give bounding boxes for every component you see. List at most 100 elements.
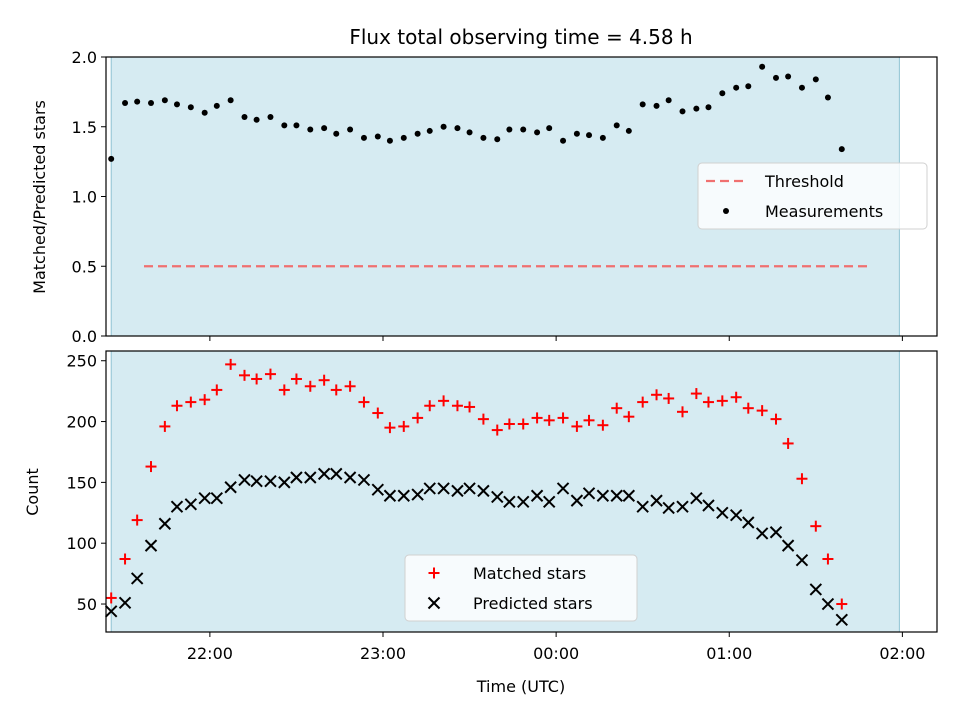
matched-stars-point [412, 412, 424, 424]
matched-stars-point [199, 394, 211, 406]
matched-stars-point [211, 384, 223, 396]
measurement-point [347, 126, 354, 133]
matched-stars-point [623, 411, 635, 423]
measurement-point [108, 155, 115, 162]
matched-stars-point [330, 384, 342, 396]
measurement-point [824, 94, 831, 101]
top-y-tick-label: 1.0 [72, 188, 97, 207]
predicted-stars-point [835, 613, 848, 627]
predicted-stars-point [158, 517, 172, 530]
measurement-point [733, 84, 740, 91]
matched-stars-point [651, 389, 663, 401]
legend-predicted-swatch [427, 596, 441, 610]
matched-stars-point [517, 418, 529, 430]
measurement-point [148, 100, 155, 107]
measurement-point [253, 116, 260, 123]
top-y-tick-label: 1.5 [72, 118, 97, 137]
measurement-point [173, 101, 180, 108]
matched-stars-point [690, 388, 702, 400]
predicted-stars-point [702, 499, 715, 512]
predicted-stars-point [517, 495, 530, 509]
measurement-point [374, 133, 381, 140]
measurement-point [573, 130, 580, 137]
predicted-stars-point [690, 491, 703, 505]
measurement-point [466, 129, 473, 136]
predicted-stars-point [238, 473, 251, 487]
measurement-point [281, 122, 288, 129]
predicted-stars-point [264, 474, 277, 488]
predicted-stars-point [582, 487, 596, 500]
predicted-stars-point [650, 494, 663, 507]
matched-stars-point [398, 420, 410, 432]
legend-measurement-label: Measurements [765, 202, 883, 221]
matched-stars-point [318, 374, 330, 386]
matched-stars-point [810, 520, 822, 532]
matched-stars-point [119, 553, 131, 565]
axes-frame [105, 350, 938, 633]
matched-stars-point [131, 514, 143, 526]
matched-stars-point [677, 406, 689, 418]
measurement-point [759, 63, 766, 70]
matched-stars-point [278, 384, 290, 396]
matched-stars-point [796, 473, 808, 485]
measurement-point [201, 109, 208, 116]
matched-stars-point [742, 402, 754, 414]
predicted-stars-point [130, 572, 144, 585]
x-tick-label: 23:00 [360, 644, 406, 663]
measurement-point [386, 137, 393, 144]
predicted-stars-point [118, 596, 132, 610]
bottom-y-tick-label: 200 [66, 413, 97, 432]
x-tick-label: 22:00 [187, 644, 233, 663]
matched-stars-point [836, 598, 848, 610]
predicted-stars-point [104, 605, 118, 618]
matched-stars-point [290, 373, 302, 385]
x-tick-label: 01:00 [706, 644, 752, 663]
measurement-point [613, 122, 620, 129]
measurement-point [134, 98, 141, 105]
top-legend: Threshold Measurements [697, 162, 928, 230]
predicted-stars-point [423, 482, 436, 495]
matched-stars-point [571, 420, 583, 432]
matched-stars-point [424, 400, 436, 412]
predicted-stars-point [610, 489, 623, 502]
predicted-stars-point [491, 490, 504, 504]
measurement-point [838, 146, 845, 153]
measurement-point [122, 100, 129, 107]
predicted-stars-point [184, 498, 198, 511]
matched-stars-point [543, 414, 555, 426]
predicted-stars-point [411, 488, 424, 501]
predicted-stars-point [809, 583, 823, 596]
predicted-stars-point [198, 491, 211, 505]
measurement-point [293, 122, 300, 129]
measurement-point [745, 83, 752, 90]
measurement-point [321, 125, 328, 132]
bottom-panel: 50 100 150 200 250 22:00 23:00 00:00 01:00 02:00 M… [66, 350, 938, 663]
predicted-stars-point [144, 539, 158, 552]
bottom-legend: Matched stars Predicted stars [404, 554, 638, 622]
measurement-point [400, 134, 407, 141]
matched-stars-point [583, 414, 595, 426]
measurement-point [307, 126, 314, 133]
predicted-stars-point [769, 526, 783, 539]
top-y-tick-label: 0.5 [72, 257, 97, 276]
chart-title: Flux total observing time = 4.58 h [349, 25, 692, 49]
bottom-y-tick-label: 250 [66, 352, 97, 371]
matched-stars-point [185, 396, 197, 408]
legend-threshold-label: Threshold [764, 172, 844, 191]
measurement-point [785, 73, 792, 80]
measurement-point [480, 134, 487, 141]
predicted-stars-point [250, 474, 263, 488]
measurement-point [586, 132, 593, 139]
bottom-y-tick-label: 100 [66, 534, 97, 553]
predicted-stars-point [636, 500, 649, 513]
matched-stars-point [730, 391, 742, 403]
matched-stars-point [251, 373, 263, 385]
measurement-point [241, 113, 248, 120]
predicted-stars-point [716, 506, 729, 519]
matched-stars-point [145, 461, 157, 473]
legend-matched-swatch [428, 567, 440, 579]
legend-predicted-label: Predicted stars [473, 594, 593, 613]
matched-stars-point [611, 402, 623, 414]
measurement-point [360, 134, 367, 141]
